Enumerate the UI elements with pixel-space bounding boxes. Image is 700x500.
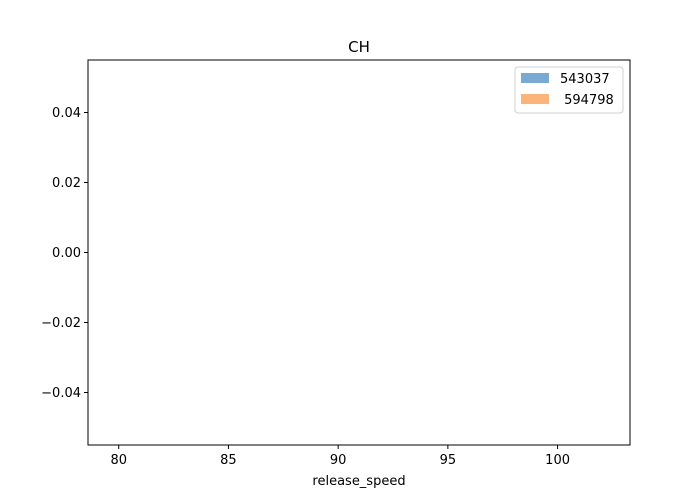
y-tick-label: 0.00: [52, 246, 81, 261]
plot-area: [88, 60, 630, 445]
x-tick-label: 100: [545, 453, 570, 468]
y-tick-label: −0.04: [41, 386, 81, 401]
x-tick-label: 80: [110, 453, 127, 468]
legend-swatch-594798: [521, 94, 549, 104]
x-tick-label: 85: [220, 453, 237, 468]
x-axis-ticks: 80 85 90 95 100: [110, 445, 570, 468]
x-tick-label: 90: [330, 453, 347, 468]
legend-label-594798: 594798: [560, 93, 614, 108]
legend-label-543037: 543037: [560, 72, 610, 87]
legend: 543037 594798: [514, 66, 624, 114]
chart-title: CH: [348, 38, 370, 56]
y-tick-label: 0.04: [52, 106, 81, 121]
plot-frame: [87, 59, 631, 446]
x-tick-label: 95: [440, 453, 457, 468]
y-axis-ticks: −0.04 −0.02 0.00 0.02 0.04: [41, 106, 88, 401]
y-tick-label: 0.02: [52, 176, 81, 191]
y-tick-label: −0.02: [41, 316, 81, 331]
x-axis-label: release_speed: [312, 474, 405, 489]
legend-swatch-543037: [521, 73, 549, 83]
